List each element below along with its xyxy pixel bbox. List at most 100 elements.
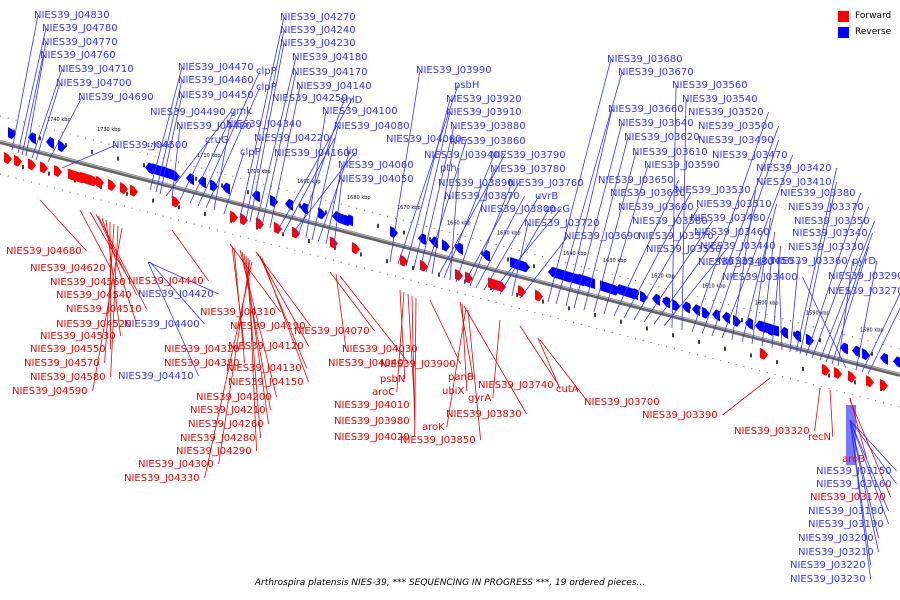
forward-gene-label[interactable]: NIES39_J04550 <box>30 344 106 355</box>
forward-gene-arrow[interactable] <box>28 158 36 171</box>
reverse-gene-label[interactable]: NIES39_J03420 <box>756 163 832 174</box>
forward-gene-arrow[interactable] <box>256 217 264 230</box>
reverse-gene-arrow[interactable] <box>46 136 54 149</box>
reverse-gene-label[interactable]: NIES39_J03270 <box>828 286 900 297</box>
forward-gene-arrow[interactable] <box>4 152 12 165</box>
reverse-gene-label[interactable]: NIES39_J03630 <box>610 188 686 199</box>
reverse-gene-arrow[interactable] <box>338 212 352 227</box>
reverse-gene-label[interactable]: NIES39_J04780 <box>42 23 118 34</box>
reverse-gene-label[interactable]: NIES39_J03790 <box>490 150 566 161</box>
reverse-gene-label[interactable]: NIES39_J03150 <box>816 466 892 477</box>
forward-gene-label[interactable]: NIES39_J04540 <box>56 290 132 301</box>
reverse-gene-arrow[interactable] <box>640 290 648 303</box>
forward-gene-label[interactable]: psbN <box>380 374 405 385</box>
reverse-gene-label[interactable]: NIES39_J03480 <box>690 213 766 224</box>
reverse-gene-label[interactable]: NIES39_J04480 <box>176 121 252 132</box>
reverse-gene-label[interactable]: NIES39_J04470 <box>178 62 254 73</box>
forward-gene-arrow[interactable] <box>488 277 506 292</box>
reverse-gene-label[interactable]: NIES39_J03870 <box>444 191 520 202</box>
reverse-gene-label[interactable]: NIES39_J04060 <box>338 160 414 171</box>
reverse-gene-label[interactable]: NIES39_J04760 <box>40 50 116 61</box>
forward-gene-label[interactable]: NIES39_J04560 <box>50 277 126 288</box>
reverse-gene-arrow[interactable] <box>418 233 426 246</box>
reverse-gene-label[interactable]: NIES39_J03340 <box>792 228 868 239</box>
reverse-gene-arrow[interactable] <box>880 352 888 365</box>
forward-gene-arrow[interactable] <box>822 363 830 376</box>
reverse-gene-label[interactable]: NIES39_J03530 <box>675 185 751 196</box>
reverse-gene-label[interactable]: NIES39_J03210 <box>798 547 874 558</box>
forward-gene-label[interactable]: NIES39_J04570 <box>24 358 100 369</box>
forward-gene-arrow[interactable] <box>274 221 282 235</box>
reverse-gene-arrow[interactable] <box>270 194 278 207</box>
forward-gene-label[interactable]: NIES39_J03170 <box>810 492 886 503</box>
reverse-gene-arrow[interactable] <box>252 190 260 203</box>
reverse-gene-label[interactable]: NIES39_J04140 <box>296 81 372 92</box>
forward-gene-label[interactable]: NIES39_J03900 <box>380 359 456 370</box>
reverse-gene-label[interactable]: lig <box>346 146 358 157</box>
reverse-gene-arrow[interactable] <box>318 207 326 220</box>
reverse-gene-label[interactable]: NIES39_J03220 <box>790 560 866 571</box>
forward-gene-label[interactable]: NIES39_J03390 <box>642 410 718 421</box>
forward-gene-arrow[interactable] <box>848 370 856 383</box>
forward-gene-label[interactable]: cutA <box>556 384 579 395</box>
forward-gene-arrow[interactable] <box>14 154 22 167</box>
forward-gene-label[interactable]: NIES39_J04120 <box>228 341 304 352</box>
reverse-gene-label[interactable]: psbH <box>454 80 479 91</box>
reverse-gene-label[interactable]: NIES39_J03670 <box>618 67 694 78</box>
reverse-gene-label[interactable]: NIES39_J04460 <box>178 75 254 86</box>
reverse-gene-label[interactable]: clpP <box>240 147 261 158</box>
forward-gene-label[interactable]: NIES39_J04030 <box>342 344 418 355</box>
forward-gene-arrow[interactable] <box>535 289 543 302</box>
reverse-gene-label[interactable]: NIES39_J03920 <box>446 94 522 105</box>
reverse-gene-label[interactable]: NIES39_J04770 <box>42 37 118 48</box>
reverse-gene-label[interactable]: NIES39_J04450 <box>178 90 254 101</box>
reverse-gene-label[interactable]: NIES39_J03600 <box>618 202 694 213</box>
forward-gene-label[interactable]: NIES39_J04530 <box>40 331 116 342</box>
forward-gene-label[interactable]: NIES39_J04130 <box>226 363 302 374</box>
reverse-gene-label[interactable]: NIES39_J04710 <box>58 64 134 75</box>
forward-gene-arrow[interactable] <box>40 161 48 174</box>
forward-gene-label[interactable]: NIES39_J04590 <box>12 386 88 397</box>
reverse-gene-arrow[interactable] <box>662 296 670 309</box>
forward-gene-label[interactable]: aroC <box>372 387 395 398</box>
reverse-gene-arrow[interactable] <box>840 342 848 355</box>
reverse-gene-label[interactable]: NIES39_J04100 <box>322 106 398 117</box>
forward-gene-label[interactable]: NIES39_J04040 <box>328 358 404 369</box>
reverse-gene-label[interactable]: NIES39_J03680 <box>607 54 683 65</box>
forward-gene-label[interactable]: aroB <box>842 454 865 465</box>
reverse-gene-label[interactable]: NIES39_J03190 <box>808 519 884 530</box>
reverse-gene-arrow[interactable] <box>390 225 398 239</box>
reverse-gene-label[interactable]: NIES39_J03690 <box>564 231 640 242</box>
forward-gene-label[interactable]: NIES39_J04320 <box>164 344 240 355</box>
reverse-gene-label[interactable]: NIES39_J03860 <box>450 136 526 147</box>
reverse-gene-arrow[interactable] <box>615 284 635 300</box>
forward-gene-label[interactable]: NIES39_J04020 <box>334 432 410 443</box>
forward-gene-label[interactable]: NIES39_J03320 <box>734 426 810 437</box>
forward-gene-label[interactable]: NIES39_J04190 <box>230 321 306 332</box>
forward-gene-label[interactable]: NIES39_J04010 <box>334 400 410 411</box>
reverse-gene-label[interactable]: NIES39_J03380 <box>780 188 856 199</box>
reverse-gene-label[interactable]: NIES39_J04340 <box>226 119 302 130</box>
forward-gene-label[interactable]: NIES39_J04440 <box>128 276 204 287</box>
forward-gene-label[interactable]: NIES39_J04210 <box>190 405 266 416</box>
forward-gene-label[interactable]: recN <box>808 432 831 443</box>
reverse-gene-label[interactable]: NIES39_J03510 <box>696 199 772 210</box>
forward-gene-label[interactable]: NIES39_J04200 <box>196 392 272 403</box>
forward-gene-label[interactable]: NIES39_J04070 <box>294 326 370 337</box>
forward-gene-label[interactable]: NIES39_J04280 <box>180 433 256 444</box>
reverse-gene-label[interactable]: NIES39_J04240 <box>280 25 356 36</box>
reverse-gene-arrow[interactable] <box>780 326 788 340</box>
forward-gene-label[interactable]: NIES39_J04520 <box>56 319 132 330</box>
reverse-gene-label[interactable]: NIES39_J03890 <box>438 178 514 189</box>
forward-gene-arrow[interactable] <box>172 195 180 208</box>
forward-gene-label[interactable]: NIES39_J04580 <box>30 372 106 383</box>
forward-gene-label[interactable]: panB <box>448 372 474 383</box>
reverse-gene-label[interactable]: NIES39_J04410 <box>118 371 194 382</box>
forward-gene-arrow[interactable] <box>80 171 98 187</box>
reverse-gene-label[interactable]: NIES39_J03360 <box>772 256 848 267</box>
reverse-gene-label[interactable]: pyrD <box>852 256 876 267</box>
reverse-gene-arrow[interactable] <box>806 333 814 346</box>
forward-gene-label[interactable]: NIES39_J04510 <box>66 304 142 315</box>
forward-gene-label[interactable]: NIES39_J04310 <box>200 307 276 318</box>
reverse-gene-label[interactable]: cpcG <box>545 204 570 215</box>
